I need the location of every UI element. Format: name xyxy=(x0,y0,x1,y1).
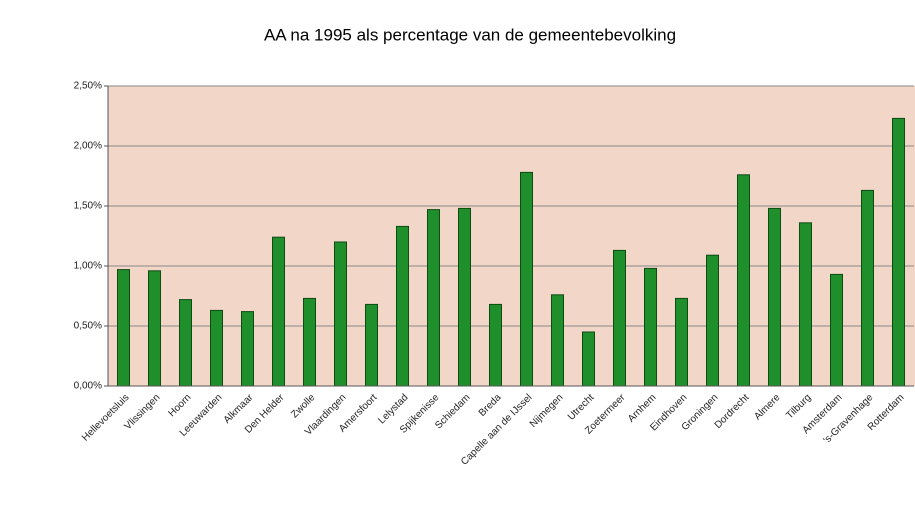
x-tick-label: Almere xyxy=(752,392,782,422)
bar xyxy=(303,297,316,387)
bar xyxy=(179,299,192,387)
bar xyxy=(551,294,564,387)
bar xyxy=(706,254,719,387)
bar xyxy=(272,236,285,387)
bar xyxy=(675,297,688,387)
y-tick-label: 0,00% xyxy=(74,381,102,392)
bar xyxy=(861,189,874,387)
bar xyxy=(117,269,130,387)
bar xyxy=(613,249,626,387)
bar xyxy=(210,309,223,387)
bar xyxy=(644,267,657,387)
y-tick-label: 0,50% xyxy=(74,321,102,332)
x-tick-label: Utrecht xyxy=(566,392,597,423)
chart-title: AA na 1995 als percentage van de gemeent… xyxy=(264,25,676,44)
bar xyxy=(768,207,781,387)
y-tick-label: 1,50% xyxy=(74,201,102,212)
x-tick-label: Hoorn xyxy=(166,392,193,419)
y-tick-label: 1,00% xyxy=(74,261,102,272)
x-tick-label: Dordrecht xyxy=(713,392,752,431)
bar xyxy=(830,273,843,387)
bar xyxy=(489,303,502,387)
bar xyxy=(396,225,409,387)
x-tick-label: Nijmegen xyxy=(528,392,566,430)
bar xyxy=(892,117,905,387)
bar xyxy=(799,222,812,387)
bar xyxy=(520,171,533,387)
bar xyxy=(582,331,595,387)
x-tick-label: Breda xyxy=(477,392,504,419)
x-tick-label: Zwolle xyxy=(289,392,318,421)
x-tick-label: Hellevoetsluis xyxy=(80,392,131,443)
bar xyxy=(148,270,161,387)
bar xyxy=(241,311,254,387)
y-tick-label: 2,00% xyxy=(74,141,102,152)
y-tick-label: 2,50% xyxy=(74,81,102,92)
bar xyxy=(365,303,378,387)
x-tick-label: Tilburg xyxy=(784,392,813,421)
bar xyxy=(737,174,750,387)
plot-area xyxy=(108,86,915,386)
bar xyxy=(334,241,347,387)
bar xyxy=(458,207,471,387)
bar xyxy=(427,209,440,387)
